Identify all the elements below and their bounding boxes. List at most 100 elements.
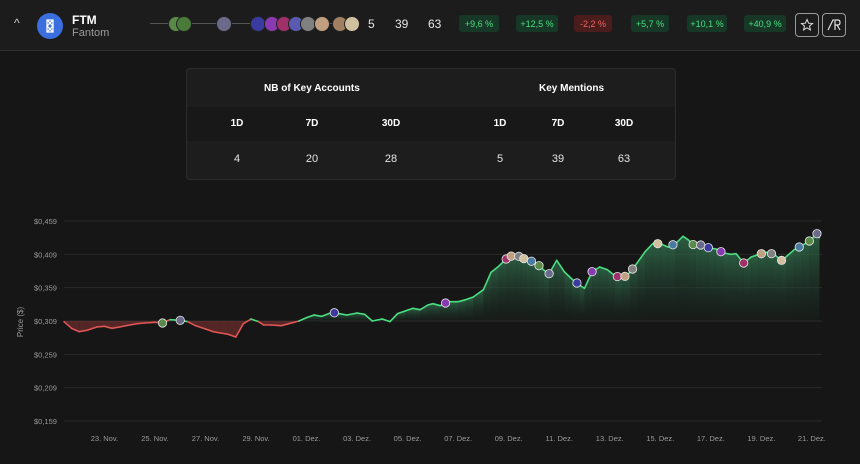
key-accounts-count: 5	[368, 17, 375, 31]
price-area-segment	[794, 245, 802, 321]
price-line-segment	[338, 312, 348, 316]
price-line-segment	[78, 329, 88, 333]
price-line-segment	[682, 235, 689, 241]
avatar-marker[interactable]	[653, 239, 663, 249]
price-area-segment	[667, 243, 676, 321]
avatar-marker[interactable]	[620, 271, 630, 281]
favorite-button[interactable]	[795, 13, 819, 37]
avatar-marker[interactable]	[696, 240, 706, 250]
price-area-segment	[321, 312, 332, 321]
avatar-marker[interactable]	[612, 271, 622, 282]
price-line-segment	[187, 320, 197, 327]
price-change-badge: +12,5 %	[516, 15, 558, 32]
price-line-segment	[411, 307, 422, 311]
price-line-segment	[427, 302, 434, 306]
avatar-marker[interactable]	[157, 318, 168, 328]
avatar-marker[interactable]	[587, 267, 597, 277]
collapse-chevron-up-icon[interactable]: ^	[14, 16, 20, 30]
avatar-marker[interactable]	[572, 278, 582, 288]
price-area-segment	[427, 303, 433, 321]
price-chart: $0,459 $0,409 $0,359 $0,309 $0,259 $0,209 $0,1…	[16, 217, 826, 443]
price-area-segment	[637, 251, 646, 321]
x-tick-label: 05. Dez.	[394, 434, 422, 443]
avatar-marker[interactable]	[688, 239, 698, 250]
avatar-marker[interactable]	[776, 255, 787, 265]
price-line-segment	[598, 266, 609, 271]
price-area-segment	[809, 233, 817, 321]
price-line-segment	[63, 320, 73, 330]
price-area-segment	[432, 303, 441, 321]
price-line-segment	[136, 322, 146, 325]
price-area-segment	[731, 253, 737, 321]
price-line-segment	[257, 320, 265, 326]
price-line-segment	[363, 313, 374, 322]
price-area-segment	[228, 321, 236, 337]
price-area-segment	[736, 253, 744, 321]
price-line-segment	[194, 324, 207, 330]
price-area-segment	[86, 321, 97, 331]
avatar[interactable]	[216, 16, 232, 32]
price-change-badge: -2,2 %	[574, 15, 612, 32]
price-area-segment	[652, 243, 661, 321]
price-line-segment	[464, 296, 475, 301]
x-tick-label: 03. Dez.	[343, 434, 371, 443]
avatar-marker[interactable]	[794, 242, 804, 252]
avatar-marker[interactable]	[519, 254, 529, 264]
avatar-marker[interactable]	[175, 315, 185, 325]
token-name: Fantom	[72, 27, 110, 39]
price-area-segment	[579, 285, 585, 321]
fantom-logo-icon	[37, 13, 63, 39]
price-line-segment	[85, 326, 98, 332]
column-header: 30D	[381, 118, 401, 129]
y-tick-label: $0,159	[34, 417, 57, 426]
brand-link-button[interactable]	[822, 13, 846, 37]
key-mentions-heading: Key Mentions	[539, 83, 605, 94]
avatar-marker[interactable]	[812, 229, 822, 239]
y-tick-label: $0,259	[34, 350, 57, 359]
price-change-badge: +10,1 %	[687, 15, 727, 32]
price-line-segment	[482, 271, 492, 291]
token-header: ^ FTM Fantom 5 39 63 +9,6 % +12,5 % -2,2…	[0, 0, 860, 51]
table-cell: 63	[617, 153, 631, 165]
avatar[interactable]	[176, 16, 192, 32]
ar-logo-icon	[827, 19, 841, 31]
avatar-marker[interactable]	[804, 236, 814, 246]
price-line-segment	[242, 318, 252, 325]
avatar[interactable]	[314, 16, 330, 32]
y-tick-label: $0,359	[34, 284, 57, 293]
avatar-marker[interactable]	[756, 249, 766, 259]
avatar-marker[interactable]	[766, 249, 777, 259]
price-area-segment	[688, 239, 696, 321]
avatar-marker[interactable]	[506, 251, 516, 261]
price-area-segment	[220, 321, 229, 335]
avatar-marker[interactable]	[534, 261, 544, 271]
avatar-marker[interactable]	[627, 264, 638, 274]
avatar-marker[interactable]	[668, 240, 678, 250]
price-area-segment	[448, 301, 459, 321]
avatar-marker[interactable]	[544, 269, 554, 279]
avatar-marker[interactable]	[716, 247, 726, 257]
price-line-segment	[636, 250, 646, 264]
column-header: 7D	[305, 118, 319, 129]
price-area-segment	[508, 255, 517, 321]
mentions-7d-count: 39	[395, 17, 409, 31]
price-area-segment	[695, 245, 701, 321]
avatar-marker[interactable]	[526, 256, 537, 266]
price-line-segment	[346, 312, 358, 316]
price-line-segment	[118, 324, 131, 328]
price-area-segment	[556, 260, 565, 321]
price-line-segment	[103, 325, 113, 330]
price-area-segment	[751, 254, 759, 321]
price-area-segment	[213, 321, 221, 333]
price-line-segment	[396, 310, 406, 315]
avatar-marker[interactable]	[739, 258, 749, 268]
star-icon	[800, 18, 814, 31]
avatar[interactable]	[344, 16, 360, 32]
price-area-segment	[675, 236, 684, 321]
price-area-segment	[786, 249, 795, 321]
price-area-segment	[405, 308, 413, 321]
price-line-segment	[730, 252, 737, 256]
avatar-marker[interactable]	[703, 243, 713, 253]
avatar-marker[interactable]	[329, 308, 339, 318]
avatar-marker[interactable]	[440, 298, 451, 308]
